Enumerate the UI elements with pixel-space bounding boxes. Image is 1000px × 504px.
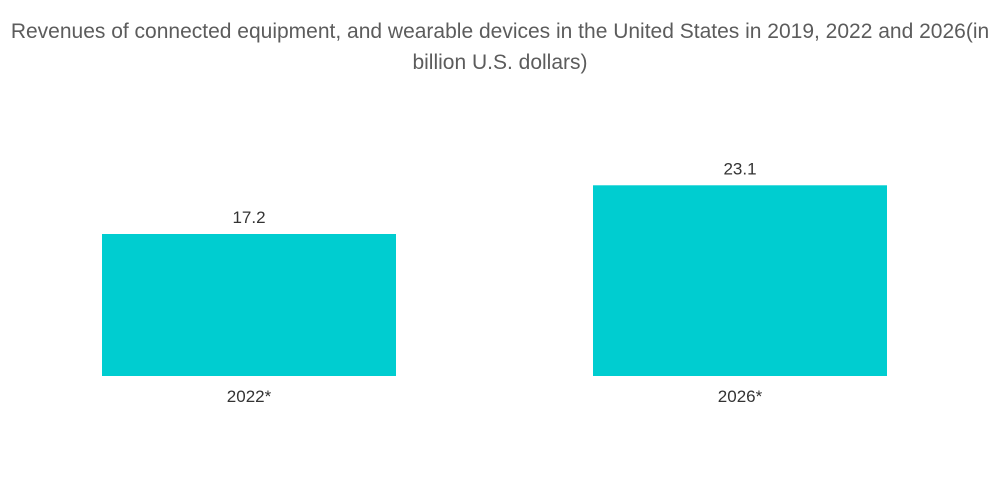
- bar-1: [593, 185, 887, 376]
- x-tick-label-1: 2026*: [718, 387, 763, 406]
- chart-title: Revenues of connected equipment, and wea…: [10, 20, 990, 74]
- data-label-0: 17.2: [232, 208, 265, 227]
- bar-0: [102, 234, 396, 376]
- x-tick-label-0: 2022*: [227, 387, 272, 406]
- data-label-1: 23.1: [723, 159, 756, 178]
